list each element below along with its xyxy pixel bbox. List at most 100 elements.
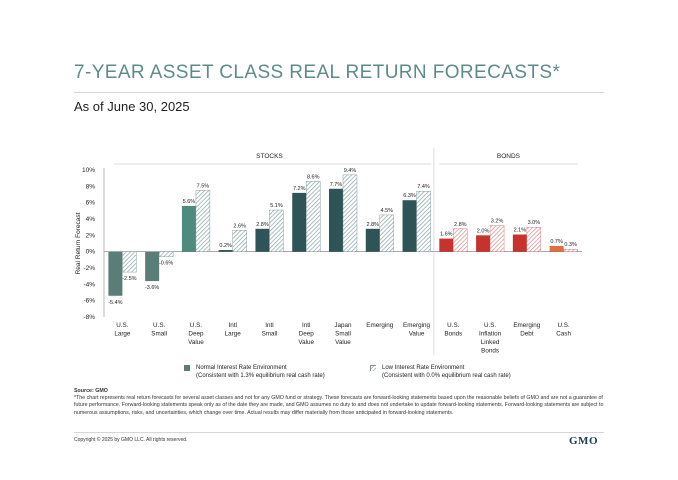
y-tick-label: 4% — [86, 216, 96, 223]
category-label: Intl — [228, 322, 236, 329]
data-label-low: 2.6% — [233, 223, 246, 229]
footer-divider — [74, 432, 604, 433]
bar-normal — [402, 200, 417, 252]
legend-low-line2: (Consistent with 0.0% equilibrium real c… — [382, 373, 511, 379]
data-label-low: 5.1% — [270, 203, 283, 209]
data-label-normal: 1.6% — [440, 232, 453, 238]
y-tick-label: 8% — [86, 183, 96, 190]
bar-normal — [145, 251, 160, 282]
bar-low — [416, 191, 431, 252]
category-label: Intl — [265, 322, 273, 329]
category-label: Deep — [299, 331, 315, 338]
category-label: Emerging — [403, 322, 430, 329]
bar-normal — [292, 192, 307, 252]
category-label: Japan — [334, 322, 352, 329]
bar-low — [232, 230, 247, 252]
category-label: U.S. — [190, 322, 202, 329]
data-label-normal: 2.8% — [256, 222, 269, 228]
as-of-date: As of June 30, 2025 — [74, 99, 190, 114]
data-label-normal: 0.2% — [219, 243, 232, 249]
data-label-low: -0.6% — [159, 261, 173, 267]
group-label-bonds: BONDS — [497, 153, 521, 160]
data-label-low: 7.5% — [197, 183, 210, 189]
bar-normal — [365, 228, 380, 252]
y-tick-label: 0% — [86, 249, 96, 256]
data-label-normal: 2.1% — [514, 228, 527, 234]
data-label-normal: 0.7% — [550, 239, 563, 245]
source-note: Source: GMO — [74, 388, 108, 394]
category-label: Small — [151, 331, 167, 338]
y-tick-label: -4% — [83, 281, 95, 288]
data-label-low: 2.8% — [454, 222, 467, 228]
footnotes: Source: GMO *The chart represents real r… — [74, 388, 606, 417]
bar-low — [122, 251, 137, 273]
data-label-low: 3.2% — [491, 219, 504, 225]
category-label: Inflation — [479, 331, 502, 338]
y-tick-label: 10% — [82, 167, 95, 174]
category-label: U.S. — [557, 322, 569, 329]
bar-normal — [108, 251, 123, 296]
data-label-low: -2.5% — [122, 276, 136, 282]
category-label: Bonds — [481, 348, 499, 355]
category-label: Debt — [520, 331, 534, 338]
data-label-normal: 6.3% — [403, 193, 416, 199]
bar-low — [489, 225, 505, 252]
category-label: Emerging — [366, 322, 393, 329]
bar-normal — [329, 188, 343, 252]
category-label: U.S. — [116, 322, 128, 329]
data-label-low: 3.0% — [528, 220, 541, 226]
legend-normal-line2: (Consistent with 1.3% equilibrium real c… — [196, 373, 325, 379]
group-label-stocks: STOCKS — [256, 153, 283, 160]
category-label: Value — [409, 331, 425, 338]
category-label: Large — [114, 331, 131, 338]
category-label: Value — [188, 339, 204, 346]
data-label-normal: 7.7% — [330, 182, 343, 188]
data-label-normal: 7.2% — [293, 186, 306, 192]
bar-low — [269, 209, 284, 252]
data-label-low: 4.5% — [380, 208, 393, 214]
y-tick-label: -8% — [83, 314, 95, 321]
category-label: Deep — [188, 331, 204, 338]
category-label: Intl — [302, 322, 310, 329]
bar-low — [563, 249, 578, 252]
category-label: Value — [298, 339, 314, 346]
legend-normal-text: Normal Interest Rate Environment (Consis… — [196, 364, 325, 380]
bar-low — [342, 174, 358, 252]
category-label: Bonds — [444, 331, 462, 338]
bar-low — [379, 214, 394, 252]
category-label: Value — [335, 339, 351, 346]
bar-low — [195, 190, 211, 252]
bar-normal — [512, 234, 527, 252]
data-label-low: 9.4% — [344, 168, 357, 174]
legend-low-text: Low Interest Rate Environment (Consisten… — [382, 364, 511, 380]
data-label-low: 7.4% — [417, 184, 430, 190]
category-label: U.S. — [447, 322, 459, 329]
legend-normal-swatch — [184, 365, 190, 371]
data-label-low: 0.3% — [564, 242, 577, 248]
category-label: Emerging — [513, 322, 540, 329]
data-label-normal: 2.8% — [366, 222, 379, 228]
page-title: 7-YEAR ASSET CLASS REAL RETURN FORECASTS… — [74, 62, 561, 83]
category-label: Small — [262, 331, 278, 338]
bar-normal — [549, 245, 564, 252]
bar-normal — [218, 250, 233, 252]
data-label-normal: 5.6% — [183, 199, 196, 205]
y-tick-label: 6% — [86, 200, 96, 207]
category-label: Large — [225, 331, 242, 338]
category-label: U.S. — [153, 322, 165, 329]
gmo-logo: GMO — [569, 435, 598, 447]
bar-normal — [476, 235, 491, 252]
bar-low — [306, 181, 321, 252]
data-label-low: 8.6% — [307, 174, 320, 180]
disclaimer-note: *The chart represents real return foreca… — [74, 395, 604, 416]
data-label-normal: -5.4% — [108, 300, 122, 306]
legend-low-line1: Low Interest Rate Environment — [382, 365, 465, 371]
data-label-normal: 2.0% — [477, 228, 490, 234]
category-label: Cash — [556, 331, 571, 338]
bar-normal — [181, 205, 196, 252]
data-label-normal: -3.6% — [145, 285, 159, 291]
category-label: U.S. — [484, 322, 496, 329]
y-tick-label: 2% — [86, 232, 96, 239]
bar-normal — [255, 228, 270, 252]
